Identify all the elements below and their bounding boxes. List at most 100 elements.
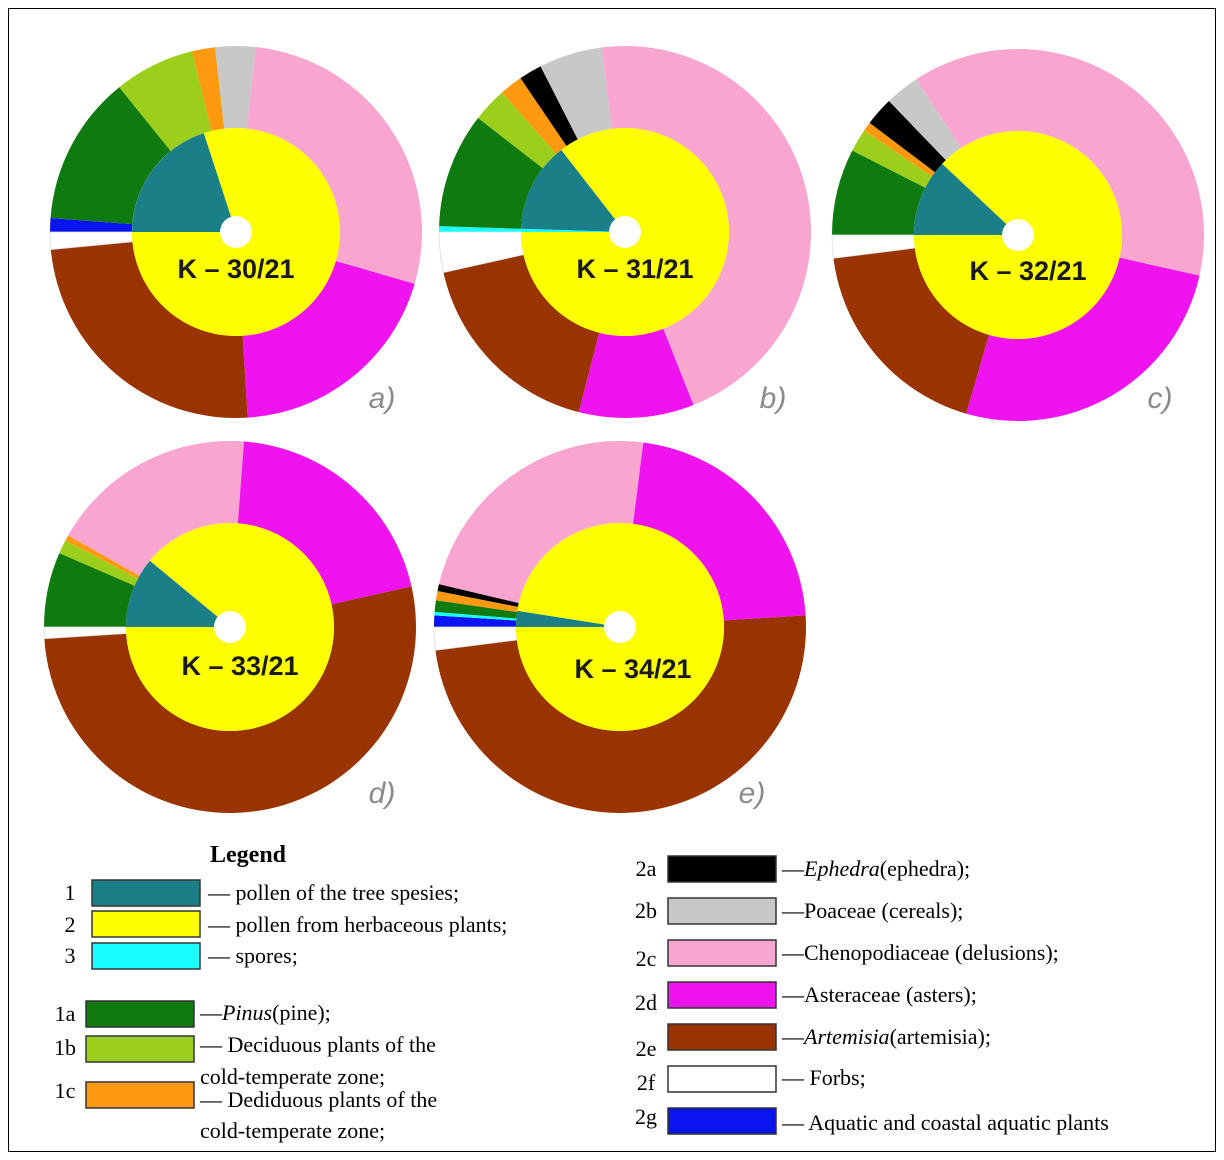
outer-slice-2c: [247, 47, 422, 284]
legend-code-2e: 2e: [636, 1036, 657, 1061]
legend-code-2: 2: [65, 912, 76, 937]
inner-slice-3: [521, 228, 625, 232]
outer-slice-1c: [501, 78, 567, 154]
panel-tag: e): [739, 777, 766, 810]
outer-slice-2d: [237, 441, 412, 605]
outer-slice-2a: [437, 584, 519, 607]
legend-title: Legend: [210, 842, 287, 868]
legend-swatch-1a: [85, 1000, 195, 1028]
outer-slice-3: [434, 611, 517, 621]
legend-label-1a: —Pinus(pine);: [199, 1000, 331, 1025]
legend-code-2c: 2c: [636, 946, 657, 971]
chart-center-label: K – 31/21: [576, 254, 693, 284]
legend-code-2b: 2b: [635, 898, 657, 923]
legend-swatch-3: [91, 942, 201, 970]
legend-swatch-2b: [667, 897, 777, 925]
outer-slice-1c: [65, 535, 140, 579]
legend-swatch-2: [91, 910, 201, 938]
inner-slice-1: [516, 610, 620, 627]
donut-hole: [220, 216, 252, 248]
chart-center-label: K – 30/21: [177, 254, 294, 284]
legend-swatch-2c: [667, 939, 777, 967]
legend-code-2f: 2f: [637, 1070, 656, 1095]
panel-tag: b): [760, 382, 787, 415]
outer-slice-1c: [435, 590, 518, 613]
outer-slice-1b: [59, 540, 138, 586]
outer-slice-2b: [888, 79, 962, 161]
outer-slice-2e: [435, 615, 807, 814]
inner-slice-1: [521, 149, 625, 232]
legend-label-1c: — Dediduous plants of the: [199, 1087, 437, 1112]
outer-slice-1a: [434, 600, 518, 619]
inner-slice-1: [132, 133, 236, 232]
chart-center-label: K – 32/21: [969, 256, 1086, 286]
donut-chart: K – 31/21 b): [438, 46, 811, 418]
outer-slice-2e: [44, 586, 416, 813]
outer-slice-2e: [833, 248, 989, 414]
donut-hole: [604, 611, 636, 643]
outer-slice-1b: [852, 130, 932, 188]
outer-slice-2e: [443, 254, 600, 413]
donut-chart: K – 33/21 d): [43, 441, 416, 813]
donut-hole: [609, 216, 641, 248]
legend-swatch-1c: [85, 1081, 195, 1109]
legend-swatch-2a: [667, 855, 777, 883]
legend-label-cont-1b: cold-temperate zone;: [200, 1064, 385, 1089]
legend-swatch-2f: [667, 1065, 777, 1093]
legend-code-3: 3: [65, 943, 76, 968]
donut-chart: K – 32/21 c): [831, 48, 1204, 421]
outer-slice-2d: [633, 442, 806, 621]
donut-chart: K – 34/21 e): [433, 441, 807, 814]
outer-slice-2c: [439, 441, 644, 604]
outer-slice-2d: [966, 257, 1200, 421]
outer-slice-1b: [119, 51, 212, 152]
legend-label-1b: — Deciduous plants of the: [199, 1032, 436, 1057]
legend-swatch-2d: [667, 981, 777, 1009]
chart-center-label: K – 33/21: [181, 651, 298, 681]
outer-slice-2c: [601, 46, 811, 405]
outer-slice-2g: [50, 217, 133, 232]
donut-chart: K – 30/21 a): [49, 46, 422, 418]
panel-tag: c): [1148, 382, 1173, 415]
legend-code-1c: 1c: [55, 1078, 76, 1103]
inner-slice-1: [914, 163, 1018, 235]
legend-label-2f: — Forbs;: [781, 1065, 866, 1090]
legend-code-2g: 2g: [635, 1104, 657, 1129]
legend-label-2a: —Ephedra(ephedra);: [781, 856, 970, 881]
legend-label-2g: — Aquatic and coastal aquatic plants: [781, 1110, 1109, 1135]
outer-slice-1a: [44, 553, 135, 627]
legend-code-1a: 1a: [55, 1001, 76, 1026]
outer-slice-1b: [478, 92, 557, 169]
outer-slice-1a: [832, 150, 926, 235]
legend-label-2d: —Asteraceae (asters);: [781, 982, 977, 1007]
outer-slice-2e: [50, 241, 248, 418]
legend: Legend 1 — pollen of the tree spesies; 2 — …: [54, 842, 1109, 1143]
legend-code-2d: 2d: [635, 990, 657, 1015]
outer-slice-2c: [916, 48, 1204, 276]
legend-label-cont-1c: cold-temperate zone;: [200, 1118, 385, 1143]
panel-tag: a): [369, 382, 396, 415]
donut-hole: [214, 611, 246, 643]
outer-slice-1a: [50, 87, 171, 225]
inner-slice-1: [126, 560, 230, 627]
legend-swatch-1: [91, 879, 201, 907]
outer-slice-2b: [540, 47, 612, 140]
legend-label-2: — pollen from herbaceous plants;: [207, 912, 507, 937]
legend-label-2b: —Poaceae (cereals);: [781, 898, 963, 923]
outer-slice-2d: [242, 261, 415, 418]
legend-label-1: — pollen of the tree spesies;: [207, 880, 459, 905]
legend-code-1b: 1b: [54, 1035, 76, 1060]
outer-slice-2c: [68, 441, 245, 576]
donut-charts: K – 30/21 a) K – 31/21 b) K – 32/21 c) K – 33/…: [43, 46, 1204, 814]
outer-slice-2a: [520, 66, 578, 146]
figure-frame: [8, 8, 1216, 1152]
legend-swatch-2g: [667, 1107, 777, 1135]
outer-slice-2g: [434, 615, 517, 627]
outer-slice-2d: [578, 328, 694, 418]
outer-slice-1a: [439, 117, 543, 229]
legend-code-1: 1: [65, 880, 76, 905]
outer-slice-3: [439, 226, 522, 232]
panel-tag: d): [369, 777, 396, 810]
legend-label-2c: —Chenopodiaceae (delusions);: [781, 940, 1059, 965]
